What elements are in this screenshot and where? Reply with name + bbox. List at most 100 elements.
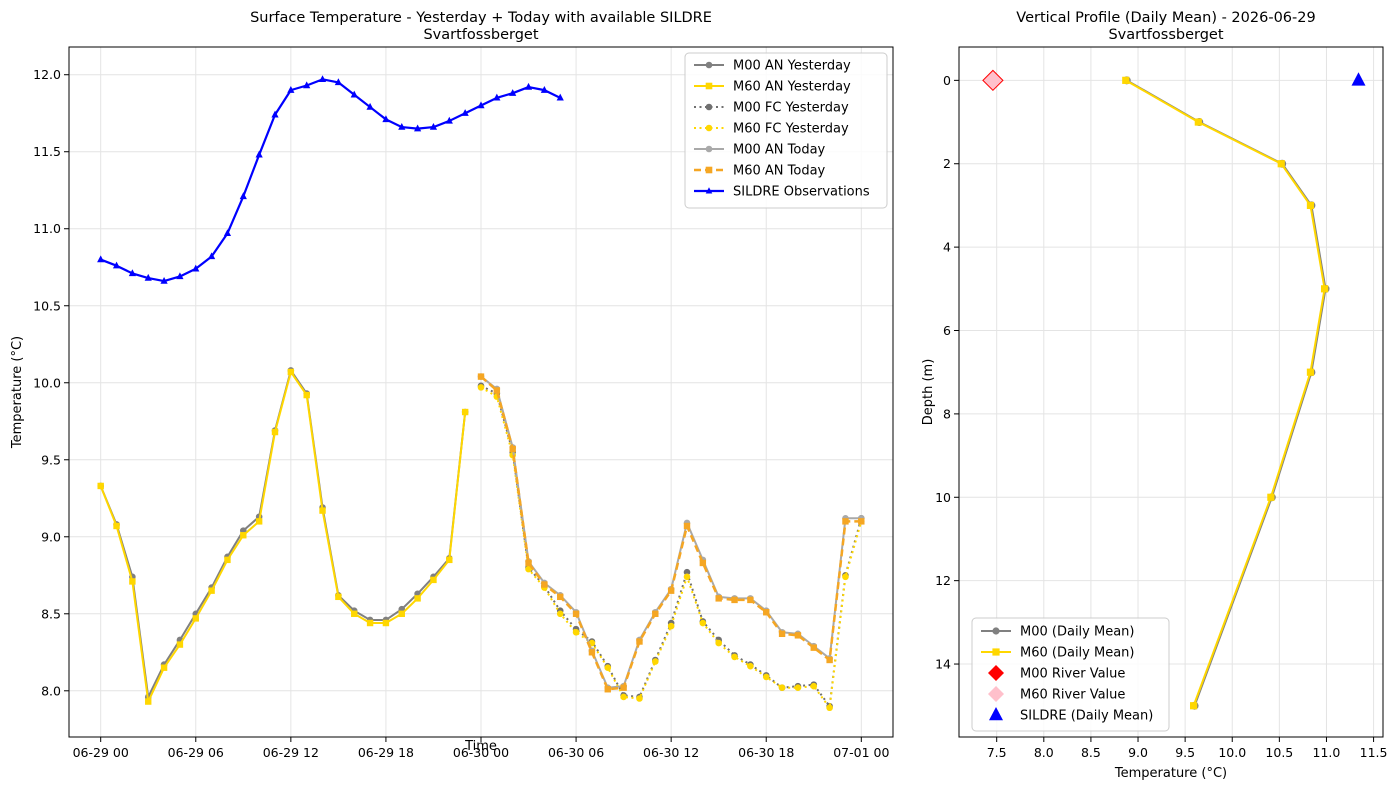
sildre-observations-point [445,116,453,124]
chart1-xlabel: Time [464,739,497,754]
m60-daily-mean-point [1194,118,1202,126]
legend-swatch-marker [705,145,713,153]
surface-temperature-chart: Surface Temperature - Yesterday + Today … [10,10,894,760]
m60-daily-mean-point [1306,368,1315,376]
m00-fc-yesterday-point [683,568,691,576]
series-sildre-observations [97,75,564,284]
sildre-observations-point [160,276,168,284]
sildre-observations-point [414,124,422,132]
m60-an-yesterday-point [430,576,437,584]
m60-fc-yesterday-point [572,628,580,636]
chart1-y-tick-label: 11.0 [33,221,61,236]
m60-an-today-point [810,644,817,651]
chart2-y-tick-label: 12 [935,573,951,588]
legend-label: M00 FC Yesterday [733,101,849,116]
m00-daily-mean-line [1126,79,1327,707]
chart2-subtitle: Svartfossberget [1108,27,1223,43]
m60-an-today-point [715,595,722,602]
chart2-y-tick-label: 10 [935,490,951,505]
m60-fc-yesterday-point [652,658,659,665]
chart2-y-tick-label: 2 [943,156,951,171]
sildre-observations-point [366,102,374,110]
m60-an-yesterday-point [446,556,453,564]
legend-label: M60 River Value [1020,688,1125,703]
m60-an-today-point [842,518,849,525]
legend-swatch-marker [705,61,713,69]
legend-swatch-marker [988,665,1004,681]
sildre-observations-point [303,81,311,89]
m60-fc-yesterday-point [731,653,738,661]
sildre-observations-point [334,78,342,86]
chart1-x-tick-label: 07-01 00 [833,745,889,760]
m60-an-yesterday-point [240,532,247,539]
legend-swatch-marker [705,187,713,194]
m60-an-yesterday-point [335,593,342,601]
legend-item-m60-daily-mean: M60 (Daily Mean) [981,646,1134,661]
legend-swatch-marker [992,627,1000,635]
chart1-x-tick-label: 06-29 06 [168,745,224,760]
m60-fc-yesterday-point [604,664,612,671]
legend-swatch-marker [705,82,713,90]
m60-fc-yesterday-point [842,573,849,581]
chart1-ticks: 06-29 00 06-29 06 06-29 12 06-29 18 06-30 00… [33,67,889,760]
m60-an-today-point [699,559,707,567]
sildre-observations-point [271,110,279,118]
legend-label: M00 AN Yesterday [733,59,851,74]
m60-daily-mean-point [1277,160,1285,168]
m00-an-yesterday-line [99,369,467,698]
m60-an-yesterday-point [319,507,326,514]
m60-an-today-point [731,596,738,604]
m60-daily-mean-point [1190,702,1198,710]
chart1-subtitle: Svartfossberget [423,27,538,43]
chart1-y-tick-label: 9.0 [41,529,61,544]
m60-fc-yesterday-point [826,704,833,712]
sildre-observations-point [556,93,564,101]
chart1-y-tick-label: 8.0 [41,683,61,698]
legend-label: M60 (Daily Mean) [1020,646,1134,661]
chart1-x-tick-label: 06-30 12 [643,745,699,760]
legend-label: M00 (Daily Mean) [1020,625,1134,640]
chart1-y-tick-label: 9.5 [41,452,61,467]
m60-an-today-point [794,632,802,639]
legend-swatch-marker [705,103,713,111]
legend-item-m00-an-today: M00 AN Today [694,143,826,158]
series-m60-an-yesterday [97,368,469,705]
chart1-y-tick-label: 10.5 [33,298,61,313]
m60-fc-yesterday-point [477,384,485,391]
m60-fc-yesterday-point [683,573,691,581]
series-m00-an-yesterday [97,367,469,701]
m60-an-today-point [541,581,548,588]
m60-an-today-point [652,610,659,617]
chart1-ylabel: Temperature (°C) [10,336,25,449]
m60-an-today-point [747,596,754,604]
chart1-x-tick-label: 06-29 18 [358,745,414,760]
chart1-x-tick-label: 06-29 12 [263,745,319,760]
m60-an-yesterday-point [398,610,405,617]
sildre-observations-point [239,192,247,200]
sildre-observations-point [223,229,232,237]
m60-an-yesterday-point [224,556,231,564]
chart2-x-tick-label: 11.0 [1313,745,1341,760]
legend-label: SILDRE (Daily Mean) [1020,709,1153,724]
legend-item-m60-fc-yesterday: M60 FC Yesterday [694,122,849,137]
m60-fc-yesterday-point [715,639,722,647]
sildre-observations-point [350,90,358,98]
m60-an-yesterday-point [129,578,136,585]
chart2-xlabel: Temperature (°C) [1114,766,1227,781]
chart1-legend: M00 AN Yesterday M60 AN Yesterday M00 FC Y… [684,52,888,209]
legend-item-m00-an-yesterday: M00 AN Yesterday [694,59,851,74]
legend-item-m00-daily-mean: M00 (Daily Mean) [981,625,1134,640]
sildre-observations-point [461,109,469,116]
m60-an-yesterday-point [271,428,279,436]
m60-fc-yesterday-point [810,682,818,690]
m60-an-today-point [477,373,485,380]
m60-fc-yesterday-point [778,684,786,692]
sildre-observations-point [493,93,501,101]
sildre-observations-point [477,101,485,109]
series-m00-daily-mean [1122,76,1330,710]
legend-label: M60 FC Yesterday [733,122,849,137]
chart1-y-tick-label: 12.0 [33,67,61,82]
legend-swatch-marker [705,124,713,132]
m60-daily-mean-line [1125,79,1326,707]
chart2-x-tick-label: 10.5 [1265,745,1293,760]
